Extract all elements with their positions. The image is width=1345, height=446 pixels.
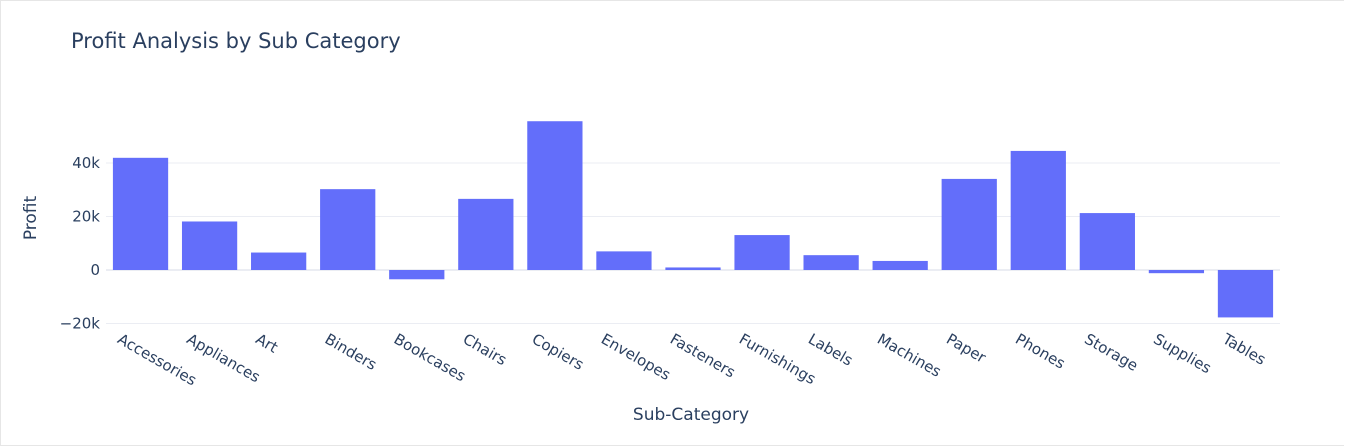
bar-storage[interactable] <box>1079 213 1135 270</box>
bar-art[interactable] <box>251 252 307 270</box>
chart-title: Profit Analysis by Sub Category <box>71 29 401 53</box>
x-tick-label: Paper <box>943 330 990 367</box>
x-tick-label: Storage <box>1081 330 1141 375</box>
x-tick-label: Chairs <box>460 330 510 369</box>
x-tick-label: Envelopes <box>598 330 674 384</box>
x-tick-label: Furnishings <box>736 330 819 388</box>
x-axis-title: Sub-Category <box>633 405 749 425</box>
bar-copiers[interactable] <box>527 121 583 270</box>
x-tick-label: Binders <box>322 330 380 374</box>
bar-supplies[interactable] <box>1148 270 1205 274</box>
y-tick-label: −20k <box>60 315 101 333</box>
x-tick-label: Fasteners <box>667 330 739 382</box>
bars <box>112 121 1274 318</box>
x-tick-label: Tables <box>1219 329 1269 368</box>
bar-paper[interactable] <box>941 178 997 270</box>
bar-furnishings[interactable] <box>734 235 790 270</box>
bar-tables[interactable] <box>1217 270 1274 318</box>
bar-appliances[interactable] <box>181 221 238 270</box>
x-tick-label: Supplies <box>1150 330 1214 377</box>
bar-phones[interactable] <box>1010 150 1066 270</box>
bar-envelopes[interactable] <box>596 251 652 270</box>
bar-machines[interactable] <box>872 260 928 270</box>
y-tick-label: 40k <box>72 154 100 172</box>
x-tick-label: Labels <box>805 330 856 370</box>
bar-chairs[interactable] <box>458 198 514 270</box>
bar-labels[interactable] <box>803 255 859 270</box>
y-axis-title: Profit <box>21 195 41 240</box>
x-tick-label: Phones <box>1012 330 1068 373</box>
bar-bookcases[interactable] <box>389 270 445 280</box>
y-tick-label: 0 <box>90 261 100 279</box>
x-tick-label: Art <box>253 330 281 357</box>
x-tick-label: Bookcases <box>391 330 469 385</box>
bar-accessories[interactable] <box>112 157 169 270</box>
y-tick-label: 20k <box>72 208 100 226</box>
x-tick-label: Machines <box>874 330 944 381</box>
bar-fasteners[interactable] <box>665 267 721 270</box>
x-tick-label: Copiers <box>529 330 587 374</box>
bar-binders[interactable] <box>320 189 376 270</box>
y-axis-ticks: −20k 0 20k 40k <box>60 154 101 333</box>
